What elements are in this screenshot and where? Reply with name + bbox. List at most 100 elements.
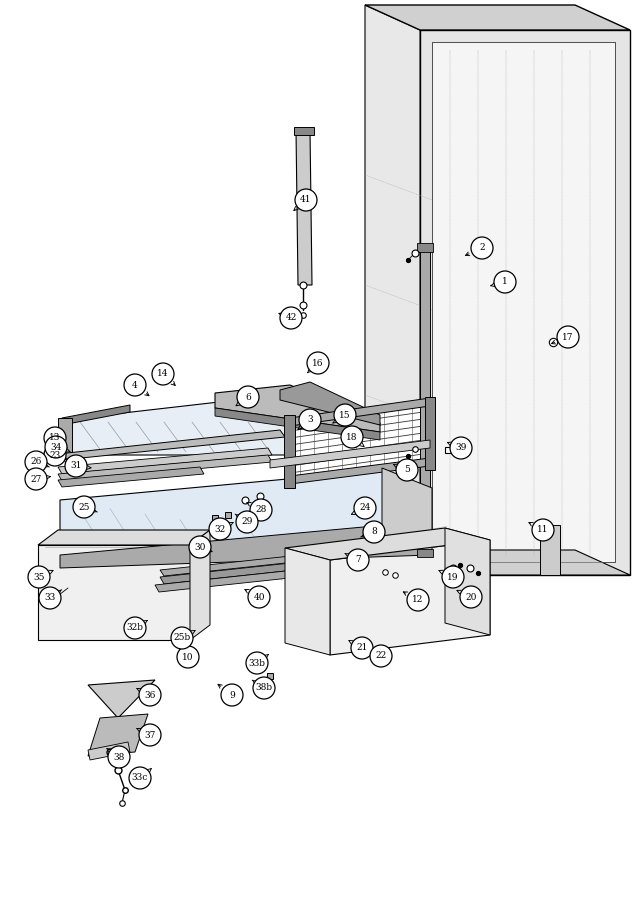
Circle shape (124, 374, 146, 396)
Circle shape (250, 499, 272, 521)
Circle shape (108, 746, 130, 768)
Circle shape (152, 363, 174, 385)
Polygon shape (284, 415, 295, 488)
Polygon shape (296, 130, 312, 285)
Polygon shape (58, 455, 272, 481)
Circle shape (280, 307, 302, 329)
Text: 8: 8 (371, 527, 377, 536)
Circle shape (460, 586, 482, 608)
Circle shape (73, 496, 95, 518)
Text: 21: 21 (356, 644, 368, 652)
Text: 16: 16 (312, 358, 323, 367)
Polygon shape (420, 245, 430, 555)
Polygon shape (290, 398, 430, 426)
Circle shape (442, 566, 464, 588)
Polygon shape (420, 30, 630, 575)
Circle shape (221, 684, 243, 706)
Text: 39: 39 (455, 444, 467, 453)
Circle shape (334, 404, 356, 426)
Circle shape (171, 627, 193, 649)
Text: 25: 25 (78, 502, 90, 511)
Circle shape (351, 637, 373, 659)
Polygon shape (290, 458, 430, 484)
Text: 1: 1 (502, 277, 508, 286)
Text: 32: 32 (214, 525, 226, 534)
Text: 24: 24 (359, 503, 370, 512)
Text: 30: 30 (194, 543, 206, 552)
Text: 20: 20 (466, 592, 476, 601)
Polygon shape (215, 408, 380, 440)
Circle shape (45, 436, 67, 458)
Circle shape (39, 587, 61, 609)
Polygon shape (445, 528, 490, 635)
Circle shape (347, 549, 369, 571)
Text: 25b: 25b (174, 634, 190, 643)
Polygon shape (432, 42, 615, 562)
Text: 12: 12 (412, 596, 424, 605)
Polygon shape (62, 405, 130, 425)
Polygon shape (155, 570, 299, 592)
Circle shape (450, 437, 472, 459)
Text: 5: 5 (404, 465, 410, 474)
Circle shape (189, 536, 211, 558)
Circle shape (246, 652, 268, 674)
Polygon shape (38, 530, 210, 545)
Circle shape (237, 386, 259, 408)
Polygon shape (58, 448, 272, 474)
Text: 18: 18 (346, 433, 358, 442)
Polygon shape (417, 549, 433, 557)
Text: 23: 23 (50, 451, 60, 460)
Circle shape (396, 459, 418, 481)
Text: 26: 26 (30, 457, 42, 466)
Polygon shape (60, 525, 430, 568)
Text: 40: 40 (253, 592, 265, 601)
Circle shape (209, 518, 231, 540)
Circle shape (194, 544, 206, 556)
Polygon shape (38, 545, 190, 640)
Text: 38: 38 (113, 752, 125, 761)
Polygon shape (365, 5, 630, 30)
Circle shape (407, 589, 429, 611)
Text: 33: 33 (44, 593, 56, 602)
Text: 29: 29 (241, 518, 253, 526)
Text: 31: 31 (70, 462, 82, 471)
Polygon shape (285, 548, 330, 655)
Polygon shape (270, 440, 430, 468)
Text: 4: 4 (132, 381, 138, 390)
Text: 17: 17 (562, 332, 574, 341)
Circle shape (44, 427, 66, 449)
Text: 3: 3 (307, 416, 312, 425)
Text: 36: 36 (144, 690, 156, 699)
Polygon shape (88, 742, 130, 760)
Polygon shape (62, 395, 380, 455)
Circle shape (363, 521, 385, 543)
Circle shape (299, 409, 321, 431)
Circle shape (253, 677, 275, 699)
Circle shape (139, 684, 161, 706)
Polygon shape (215, 385, 380, 432)
Text: 2: 2 (479, 244, 485, 253)
Polygon shape (417, 243, 433, 252)
Text: 34: 34 (50, 443, 62, 452)
Polygon shape (88, 680, 155, 718)
Text: 15: 15 (340, 410, 351, 419)
Text: 19: 19 (448, 572, 458, 581)
Polygon shape (330, 540, 490, 655)
Text: 28: 28 (255, 506, 267, 515)
Polygon shape (290, 400, 430, 480)
Polygon shape (425, 397, 435, 470)
Circle shape (341, 426, 363, 448)
Text: 14: 14 (158, 370, 168, 379)
Circle shape (471, 237, 493, 259)
Polygon shape (160, 562, 304, 584)
Circle shape (236, 511, 258, 533)
Circle shape (354, 497, 376, 519)
Polygon shape (190, 530, 210, 640)
Polygon shape (88, 714, 148, 756)
Polygon shape (60, 470, 430, 558)
Text: 6: 6 (245, 392, 251, 401)
Polygon shape (382, 468, 432, 555)
Circle shape (557, 326, 579, 348)
Text: 22: 22 (376, 652, 386, 661)
Text: 41: 41 (300, 195, 312, 204)
